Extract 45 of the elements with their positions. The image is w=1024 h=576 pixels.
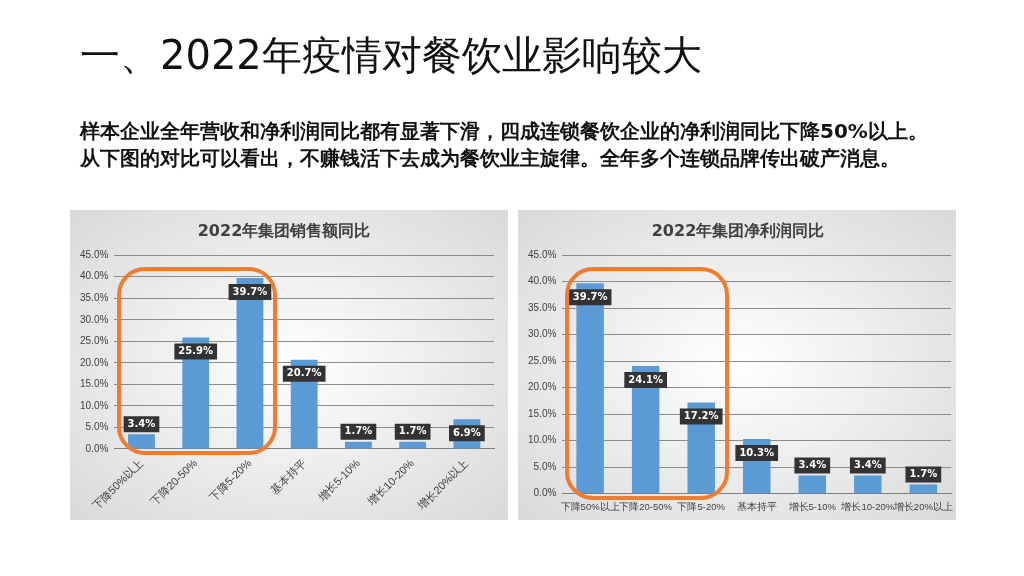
data-label: 3.4% [127, 417, 156, 429]
y-tick-label: 40.0% [80, 270, 109, 282]
y-tick-label: 5.0% [533, 460, 557, 472]
x-tick-label: 增长10-20% [840, 500, 895, 512]
y-tick-label: 35.0% [80, 292, 109, 304]
x-tick-label: 下降20-50% [619, 500, 673, 512]
data-label: 3.4% [798, 459, 827, 471]
data-label: 25.9% [178, 345, 214, 357]
y-tick-label: 15.0% [528, 407, 557, 419]
data-label: 39.7% [232, 285, 268, 297]
x-tick-label: 基本持平 [736, 500, 777, 512]
data-label: 1.7% [398, 425, 427, 437]
y-tick-label: 0.0% [85, 442, 109, 454]
y-tick-label: 20.0% [528, 381, 557, 393]
data-label: 1.7% [909, 468, 938, 480]
data-label: 24.1% [628, 373, 664, 385]
data-label: 39.7% [572, 290, 608, 302]
y-tick-label: 10.0% [80, 399, 109, 411]
y-tick-label: 10.0% [528, 434, 557, 446]
y-tick-label: 45.0% [80, 248, 109, 260]
text: 样本企业全年营收和净利润同比都有显著下滑，四成连锁餐饮企业的净利润同比下降50%以上。从下图的对比可以看出，不赚钱活下去成为餐饮业主旋律。全年多个连锁品牌传出破产消息。 [80, 118, 929, 172]
y-tick-label: 25.0% [528, 354, 557, 366]
text: 一、2022年疫情对餐饮业影响较大 [80, 31, 702, 80]
y-tick-label: 25.0% [80, 335, 109, 347]
data-label: 1.7% [344, 425, 373, 437]
data-label: 10.3% [739, 446, 775, 458]
y-tick-label: 35.0% [528, 301, 557, 313]
y-tick-label: 30.0% [80, 313, 109, 325]
data-label: 3.4% [853, 459, 882, 471]
data-label: 6.9% [453, 426, 481, 438]
chart-title: 2022年集团净利润同比 [651, 220, 825, 240]
x-tick-label: 增长5-10% [787, 500, 837, 512]
data-label: 17.2% [683, 410, 719, 422]
chart-title: 2022年集团销售额同比 [197, 220, 371, 240]
x-tick-label: 下降50%以上 [560, 500, 620, 512]
y-tick-label: 40.0% [528, 275, 557, 287]
y-tick-label: 45.0% [528, 248, 557, 260]
y-tick-label: 30.0% [528, 328, 557, 340]
y-tick-label: 0.0% [533, 487, 557, 499]
x-tick-label: 下降5-20% [677, 500, 726, 512]
data-label: 20.7% [286, 367, 322, 379]
x-tick-label: 基本持平 [268, 456, 308, 497]
y-tick-label: 20.0% [80, 356, 109, 368]
y-tick-label: 5.0% [85, 421, 109, 433]
y-tick-label: 15.0% [80, 378, 109, 390]
